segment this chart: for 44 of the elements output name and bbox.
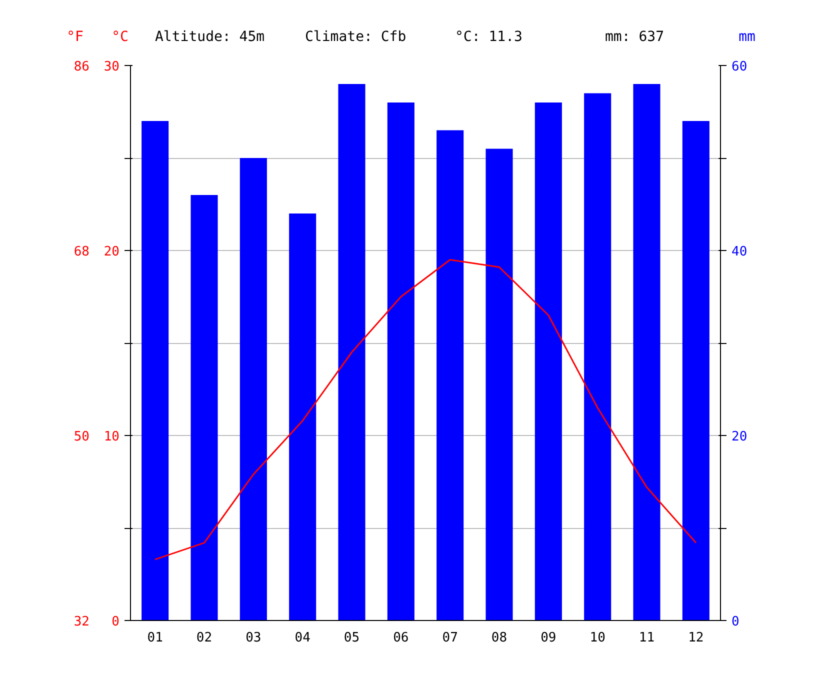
text: °C: 11.3 [455, 28, 522, 47]
y2-tick-label: 20 [732, 430, 748, 444]
bar [142, 121, 169, 620]
y2-axis-title: mm [738, 28, 756, 47]
bar [534, 102, 562, 620]
text: Climate: Cfb [305, 28, 406, 47]
x-tick-label: 11 [638, 630, 655, 646]
x-tick-label: 06 [393, 630, 409, 646]
bar [338, 84, 366, 620]
y2-tick-label: 0 [732, 614, 740, 630]
y-axis-title: °C [112, 28, 128, 47]
x-tick-label: 01 [147, 630, 163, 646]
x-tick-label: 02 [196, 630, 212, 646]
x-tick-label: 03 [246, 630, 262, 646]
y3-tick-label: 68 [74, 244, 90, 260]
x-tick-label: 07 [442, 630, 458, 646]
x-tick-label: 09 [540, 630, 556, 646]
y-tick-label: 20 [104, 244, 120, 260]
x-tick-label: 04 [294, 630, 311, 646]
bar [289, 214, 316, 620]
bar [240, 158, 267, 620]
y2-tick-label: 40 [732, 244, 748, 260]
text: Altitude: 45m [155, 28, 265, 47]
bar [584, 93, 612, 620]
y-tick-label: 0 [112, 614, 120, 630]
y3-tick-label: 50 [74, 430, 90, 444]
x-tick-label: 05 [344, 630, 360, 646]
y-tick-label: 30 [104, 60, 120, 74]
y3-axis-title: °F [66, 28, 84, 47]
y2-tick-label: 60 [732, 60, 748, 74]
y-tick-label: 10 [104, 430, 120, 444]
bar [387, 102, 414, 620]
bar [633, 84, 660, 620]
bar [436, 130, 464, 620]
bar [486, 148, 513, 620]
y3-tick-label: 86 [74, 60, 90, 74]
bar [682, 121, 710, 620]
y3-tick-label: 32 [74, 614, 90, 630]
x-tick-label: 12 [688, 630, 704, 646]
x-tick-label: 08 [491, 630, 508, 646]
text: mm: 637 [605, 28, 664, 47]
x-tick-label: 10 [590, 630, 606, 646]
bar [190, 195, 218, 620]
line-series [154, 259, 697, 560]
